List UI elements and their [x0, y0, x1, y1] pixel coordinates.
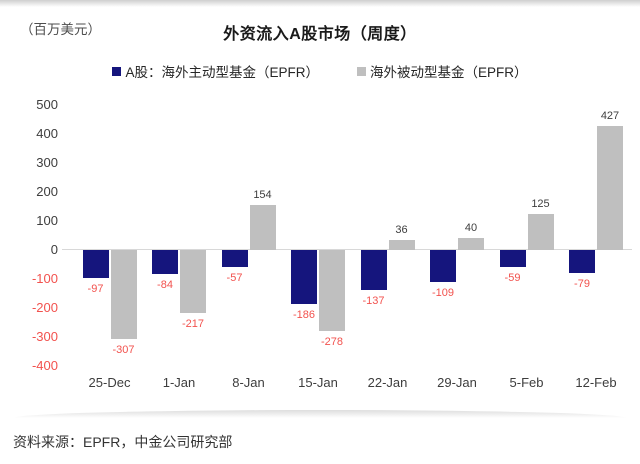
bar-value-label: 154 — [253, 189, 272, 202]
bar-value-label: 427 — [600, 110, 620, 123]
chart-legend: A股：海外主动型基金（EPFR） 海外被动型基金（EPFR） — [0, 61, 640, 81]
bar-value-label: -137 — [362, 294, 385, 307]
x-axis-tick-label: 12-Feb — [575, 375, 617, 390]
bar-value-label: -57 — [226, 271, 243, 284]
y-axis-tick-label: 500 — [36, 97, 58, 112]
y-axis-tick-label: 300 — [36, 155, 58, 170]
y-axis-unit-label: （百万美元） — [20, 22, 101, 37]
y-axis-tick-label: 100 — [36, 213, 58, 228]
y-axis-tick-label: -100 — [31, 271, 58, 286]
active-fund-bar-22-Jan — [360, 250, 387, 290]
y-axis-tick-label: 400 — [36, 126, 58, 141]
passive-fund-bar-12-Feb — [597, 126, 623, 250]
bar-value-label: -59 — [504, 272, 521, 285]
y-axis-tick-label: -400 — [31, 358, 58, 373]
passive-fund-bar-29-Jan — [458, 238, 484, 250]
x-axis-tick-label: 29-Jan — [437, 375, 477, 390]
x-axis-tick-label: 5-Feb — [509, 375, 544, 390]
source-note: 资料来源：EPFR，中金公司研究部 — [13, 434, 233, 450]
x-axis-tick-label: 25-Dec — [88, 375, 131, 390]
bar-value-label: -84 — [157, 279, 173, 292]
top-edge-shadow — [0, 0, 640, 7]
x-axis-tick-label: 8-Jan — [232, 375, 265, 390]
bar-value-label: -186 — [292, 308, 316, 321]
passive-fund-bar-15-Jan — [319, 250, 345, 331]
bar-value-label: 125 — [531, 197, 550, 210]
bar-value-label: 36 — [395, 223, 408, 236]
active-fund-bar-8-Jan — [221, 250, 248, 267]
legend-marker-passive-fund — [357, 66, 366, 76]
legend-label-active-fund: A股：海外主动型基金（EPFR） — [125, 65, 319, 80]
legend-item-passive-fund: 海外被动型基金（EPFR） — [357, 61, 528, 81]
active-fund-bar-29-Jan — [430, 250, 456, 282]
legend-item-active-fund: A股：海外主动型基金（EPFR） — [112, 61, 319, 81]
passive-fund-bar-1-Jan — [180, 250, 206, 313]
bar-value-label: 40 — [464, 222, 478, 235]
passive-fund-bar-22-Jan — [388, 239, 415, 250]
legend-label-passive-fund: 海外被动型基金（EPFR） — [370, 65, 528, 80]
legend-marker-active-fund — [112, 66, 122, 76]
chart-title: 外资流入A股市场（周度） — [223, 26, 417, 43]
x-axis-tick-label: 15-Jan — [298, 375, 338, 390]
active-fund-bar-12-Feb — [569, 250, 595, 273]
bar-value-label: -217 — [181, 317, 205, 330]
x-axis-zero-line — [62, 249, 632, 250]
passive-fund-bar-8-Jan — [249, 205, 276, 250]
y-axis-tick-label: -300 — [31, 329, 58, 344]
bar-value-label: -109 — [431, 286, 455, 299]
x-axis-tick-label: 1-Jan — [162, 375, 196, 390]
bar-value-label: -278 — [320, 335, 344, 348]
bottom-divider-shadow — [14, 410, 626, 418]
bar-value-label: -79 — [574, 277, 590, 290]
active-fund-bar-5-Feb — [499, 250, 526, 268]
y-axis-tick-label: 200 — [36, 184, 58, 199]
active-fund-bar-15-Jan — [291, 250, 317, 304]
x-axis-tick-label: 22-Jan — [367, 375, 408, 390]
bar-value-label: -307 — [112, 344, 135, 357]
bar-value-label: -97 — [87, 283, 104, 296]
active-fund-bar-1-Jan — [152, 250, 178, 275]
active-fund-bar-25-Dec — [82, 250, 109, 279]
y-axis-tick-label: 0 — [50, 242, 58, 257]
passive-fund-bar-5-Feb — [527, 213, 554, 250]
passive-fund-bar-25-Dec — [110, 250, 137, 340]
y-axis-tick-label: -200 — [31, 300, 58, 315]
